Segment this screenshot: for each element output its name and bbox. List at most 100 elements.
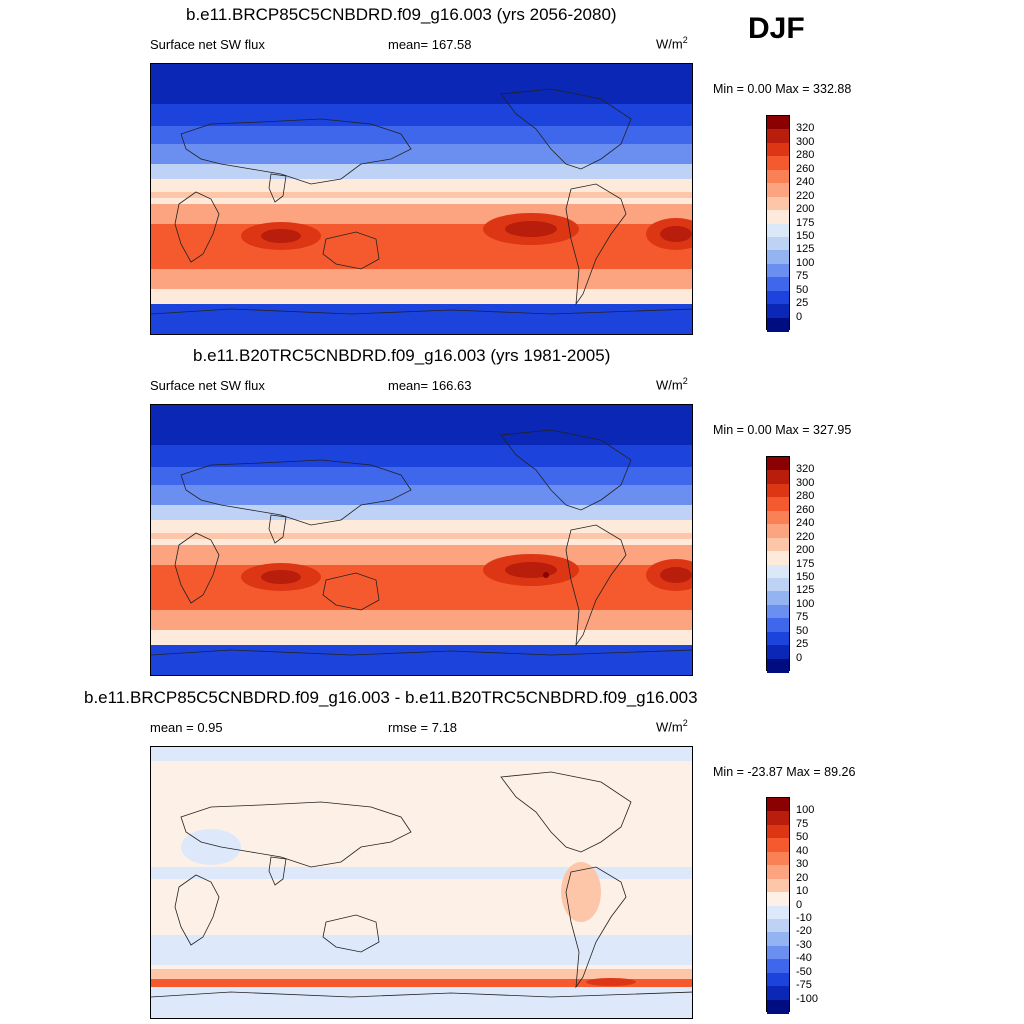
colorbar-cell (767, 892, 789, 906)
colorbar-tick-label: 240 (796, 176, 815, 189)
panel-3-units: W/m2 (656, 718, 688, 735)
colorbar-cell (767, 470, 789, 485)
colorbar-tick-label: 50 (796, 283, 809, 296)
colorbar-cell (767, 631, 789, 646)
panel-2-mean-label: mean= 166.63 (388, 378, 472, 393)
panel-2-units: W/m2 (656, 376, 688, 393)
colorbar-tick-label: 100 (796, 597, 815, 610)
colorbar-cell (767, 156, 789, 171)
panel-1-colorbar (766, 115, 790, 332)
colorbar-cell (767, 564, 789, 579)
colorbar-cell (767, 317, 789, 332)
colorbar-cell (767, 116, 789, 130)
colorbar-tick-label: 0 (796, 651, 803, 664)
panel-1-title: b.e11.BRCP85C5CNBDRD.f09_g16.003 (yrs 20… (186, 5, 617, 24)
colorbar-cell (767, 183, 789, 198)
colorbar-cell (767, 878, 789, 893)
colorbar-tick-label: 150 (796, 570, 815, 583)
colorbar-tick-label: 200 (796, 203, 815, 216)
colorbar-tick-label: 300 (796, 476, 815, 489)
colorbar-cell (767, 591, 789, 606)
colorbar-cell (767, 290, 789, 305)
colorbar-cell (767, 798, 789, 812)
colorbar-tick-label: 25 (796, 297, 809, 310)
colorbar-tick-label: 50 (796, 831, 809, 844)
colorbar-tick-label: 75 (796, 611, 809, 624)
panel-1-variable-label: Surface net SW flux (150, 37, 265, 52)
colorbar-cell (767, 551, 789, 565)
panel-3-map (150, 746, 693, 1019)
colorbar-tick-label: -100 (796, 992, 819, 1005)
colorbar-tick-label: -10 (796, 911, 812, 924)
panel-3-title: b.e11.BRCP85C5CNBDRD.f09_g16.003 - b.e11… (84, 688, 698, 707)
colorbar-tick-label: 200 (796, 544, 815, 557)
colorbar-cell (767, 210, 789, 224)
colorbar-cell (767, 824, 789, 839)
panel-1-mean-label: mean= 167.58 (388, 37, 472, 52)
colorbar-tick-label: 10 (796, 885, 809, 898)
colorbar-cell (767, 250, 789, 265)
colorbar-cell (767, 959, 789, 974)
panel-2-colorbar (766, 456, 790, 673)
colorbar-tick-label: 125 (796, 584, 815, 597)
colorbar-cell (767, 510, 789, 525)
colorbar-tick-label: 220 (796, 189, 815, 202)
panel-1-units: W/m2 (656, 35, 688, 52)
colorbar-cell (767, 537, 789, 552)
colorbar-cell (767, 811, 789, 826)
colorbar-tick-label: 320 (796, 122, 815, 135)
colorbar-tick-label: -40 (796, 952, 812, 965)
colorbar-cell (767, 999, 789, 1014)
colorbar-cell (767, 838, 789, 853)
colorbar-tick-label: 280 (796, 149, 815, 162)
colorbar-tick-label: 100 (796, 256, 815, 269)
colorbar-cell (767, 972, 789, 987)
colorbar-tick-label: 0 (796, 898, 803, 911)
colorbar-cell (767, 236, 789, 251)
panel-2-map (150, 404, 693, 676)
colorbar-tick-label: 75 (796, 270, 809, 283)
colorbar-tick-label: 260 (796, 503, 815, 516)
colorbar-tick-label: 0 (796, 310, 803, 323)
colorbar-cell (767, 658, 789, 673)
colorbar-tick-label: 300 (796, 135, 815, 148)
colorbar-cell (767, 263, 789, 278)
panel-1-map (150, 63, 693, 335)
panel-2-minmax: Min = 0.00 Max = 327.95 (713, 423, 852, 437)
colorbar-cell (767, 524, 789, 539)
colorbar-tick-label: -30 (796, 938, 812, 951)
colorbar-cell (767, 223, 789, 238)
colorbar-cell (767, 169, 789, 184)
colorbar-cell (767, 918, 789, 933)
colorbar-tick-label: 30 (796, 858, 809, 871)
colorbar-cell (767, 945, 789, 960)
colorbar-tick-label: 240 (796, 517, 815, 530)
season-label: DJF (748, 12, 805, 45)
colorbar-tick-label: 20 (796, 871, 809, 884)
panel-2-variable-label: Surface net SW flux (150, 378, 265, 393)
panel-3-mean-label: mean = 0.95 (150, 720, 223, 735)
panel-3-minmax: Min = -23.87 Max = 89.26 (713, 765, 856, 779)
colorbar-cell (767, 932, 789, 947)
colorbar-cell (767, 277, 789, 292)
colorbar-cell (767, 905, 789, 920)
colorbar-tick-label: -75 (796, 979, 812, 992)
colorbar-tick-label: 260 (796, 162, 815, 175)
colorbar-tick-label: 175 (796, 557, 815, 570)
colorbar-tick-label: 220 (796, 530, 815, 543)
colorbar-tick-label: 125 (796, 243, 815, 256)
colorbar-cell (767, 618, 789, 633)
colorbar-cell (767, 497, 789, 512)
colorbar-cell (767, 986, 789, 1001)
colorbar-tick-label: 150 (796, 229, 815, 242)
colorbar-tick-label: -20 (796, 925, 812, 938)
colorbar-cell (767, 196, 789, 211)
colorbar-tick-label: 40 (796, 844, 809, 857)
colorbar-tick-label: 100 (796, 804, 815, 817)
panel-1-minmax: Min = 0.00 Max = 332.88 (713, 82, 852, 96)
colorbar-cell (767, 483, 789, 498)
colorbar-cell (767, 577, 789, 592)
colorbar-tick-label: -50 (796, 965, 812, 978)
colorbar-tick-label: 280 (796, 490, 815, 503)
panel-2-title: b.e11.B20TRC5CNBDRD.f09_g16.003 (yrs 198… (193, 346, 611, 365)
